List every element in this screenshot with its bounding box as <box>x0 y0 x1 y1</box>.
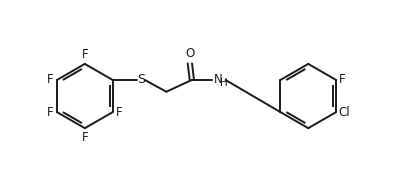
Text: F: F <box>339 74 345 86</box>
Text: F: F <box>47 106 54 119</box>
Text: Cl: Cl <box>339 106 351 119</box>
Text: F: F <box>116 106 122 119</box>
Text: N: N <box>214 74 223 86</box>
Text: H: H <box>220 78 228 88</box>
Text: F: F <box>47 74 54 86</box>
Text: F: F <box>81 48 88 61</box>
Text: S: S <box>137 74 145 86</box>
Text: O: O <box>185 47 195 60</box>
Text: F: F <box>81 131 88 144</box>
